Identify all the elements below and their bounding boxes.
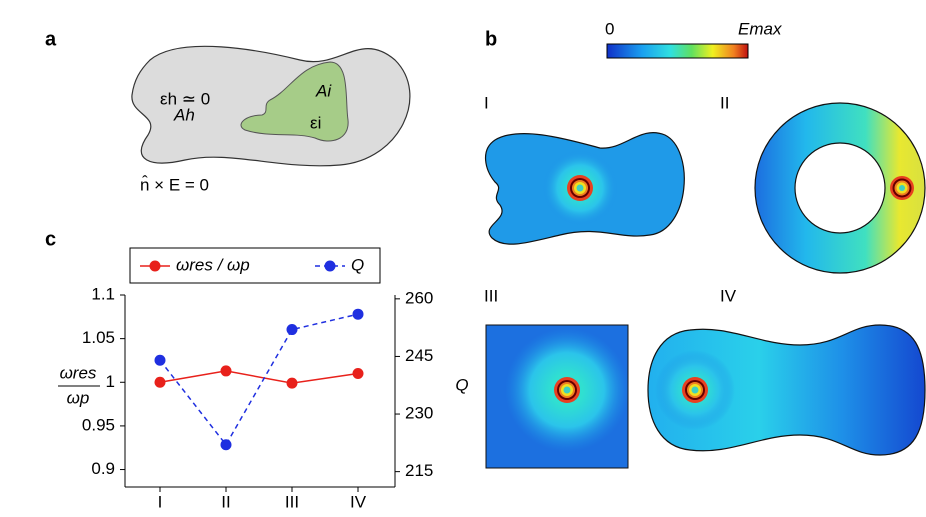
data-point: [286, 324, 298, 336]
y-tick-label: 0.95: [82, 415, 115, 434]
y-tick-label: 1.05: [82, 328, 115, 347]
colorbar-min: 0: [605, 19, 614, 38]
shape-label: III: [484, 286, 498, 305]
panel-label: a: [45, 28, 57, 50]
y2-tick-label: 215: [405, 461, 433, 480]
hotspot: [682, 377, 708, 403]
legend-label: ωres / ωp: [176, 255, 250, 274]
y2-label: Q: [455, 375, 468, 394]
x-tick-label: II: [221, 492, 230, 511]
colorbar-max: Emax: [738, 19, 782, 38]
data-point: [352, 368, 364, 380]
eps-i-label: εi: [310, 113, 321, 132]
panel-label: c: [45, 228, 56, 250]
y2-tick-label: 260: [405, 288, 433, 307]
area-i-label: Ai: [315, 81, 332, 100]
series-line: [159, 313, 359, 447]
data-point: [286, 377, 298, 389]
hotspot: [567, 175, 593, 201]
data-point: [352, 308, 364, 320]
inclusion-domain: [240, 61, 349, 142]
y-tick-label: 1.1: [91, 284, 115, 303]
data-point: [220, 365, 232, 377]
x-tick-label: III: [285, 492, 299, 511]
data-point: [220, 439, 232, 451]
y-label-numerator: ωres: [60, 363, 97, 382]
hotspots: [554, 175, 914, 403]
shape-label: II: [720, 93, 729, 112]
boundary-label: n̂ × E = 0: [140, 175, 209, 195]
series-line: [159, 370, 359, 384]
y-tick-label: 1: [106, 372, 115, 391]
y-label-denominator: ωp: [67, 388, 90, 407]
legend-marker: [324, 260, 336, 272]
area-h-label: Ah: [173, 105, 195, 124]
legend-box: [129, 247, 381, 284]
legend-label: Q: [351, 255, 364, 274]
shape-label: IV: [720, 286, 737, 305]
ring-hole: [794, 142, 886, 234]
panel-label: b: [485, 28, 497, 50]
y2-tick-label: 230: [405, 404, 433, 423]
colorbar: [606, 43, 749, 59]
y2-tick-label: 245: [405, 346, 433, 365]
data-point: [154, 354, 166, 366]
legend-marker: [149, 260, 161, 272]
data-point: [154, 376, 166, 388]
x-tick-label: IV: [350, 492, 367, 511]
hotspot: [890, 176, 914, 200]
hotspot: [554, 377, 580, 403]
shape-label: I: [484, 93, 489, 112]
eps-h-label: εh ≃ 0: [160, 89, 210, 108]
x-tick-label: I: [158, 492, 163, 511]
y-tick-label: 0.9: [91, 459, 115, 478]
